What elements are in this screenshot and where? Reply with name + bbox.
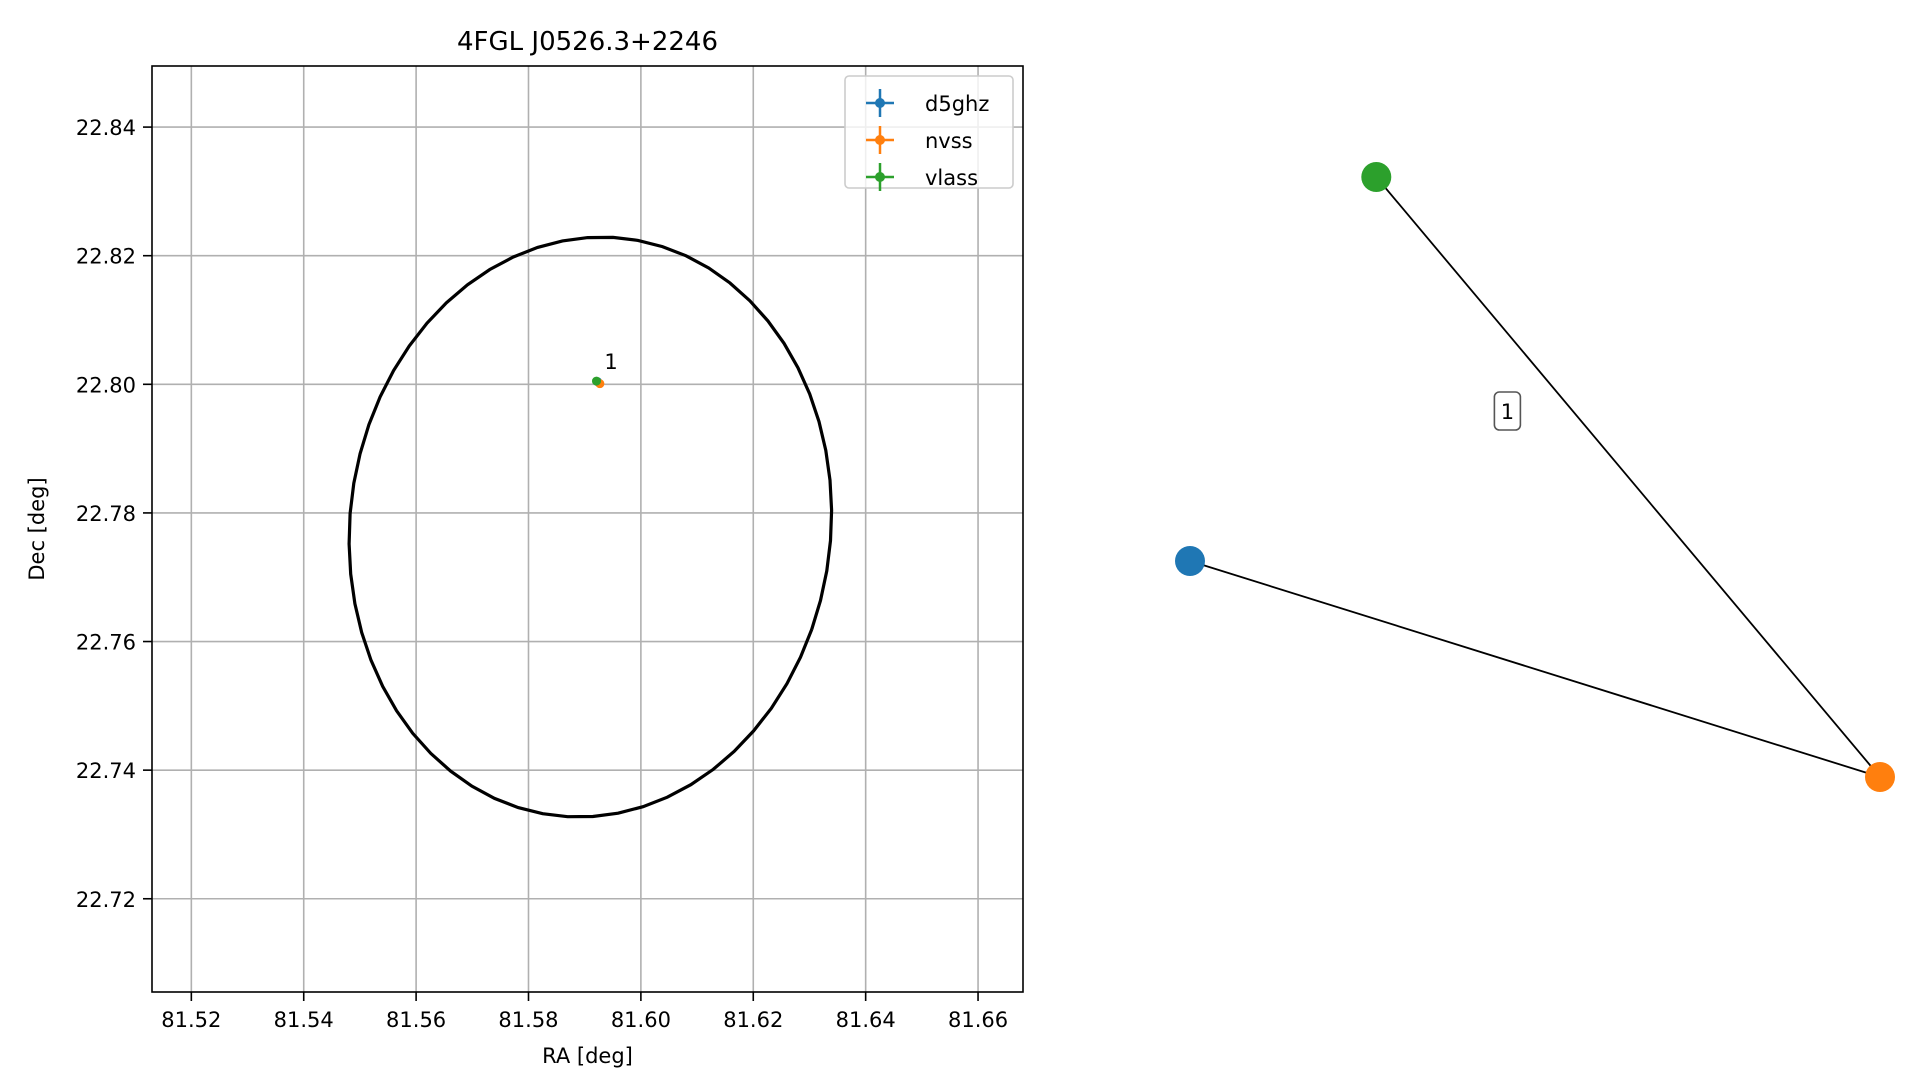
- grid-lines: [152, 66, 1023, 992]
- x-tick-label: 81.54: [274, 1008, 334, 1032]
- x-tick-label: 81.66: [948, 1008, 1008, 1032]
- legend-label-nvss: nvss: [925, 129, 973, 153]
- match-annotations: 1: [604, 350, 617, 374]
- y-tick-label: 22.84: [76, 116, 136, 140]
- legend-marker: [875, 172, 885, 182]
- network-node-d5ghz: [1175, 546, 1205, 576]
- chart-title: 4FGL J0526.3+2246: [457, 27, 718, 57]
- legend: d5ghz nvss vlass: [844, 75, 1014, 191]
- x-axis-label: RA [deg]: [542, 1044, 633, 1068]
- y-tick-label: 22.74: [76, 759, 136, 783]
- network-nodes: [1175, 162, 1895, 792]
- legend-marker: [875, 98, 885, 108]
- error-ellipse: [347, 235, 834, 819]
- x-tick-label: 81.62: [723, 1008, 783, 1032]
- group-label: 1: [1501, 400, 1514, 424]
- y-tick-label: 22.82: [76, 245, 136, 269]
- x-tick-label: 81.56: [386, 1008, 446, 1032]
- network-edges: [1189, 176, 1881, 778]
- x-axis-ticks: 81.52 81.54 81.56 81.58 81.60 81.62 81.64 81.66: [161, 992, 1008, 1032]
- y-axis-label: Dec [deg]: [25, 477, 49, 580]
- y-axis-ticks: 22.72 22.74 22.76 22.78 22.80 22.82 22.84: [76, 116, 152, 912]
- y-tick-label: 22.78: [76, 502, 136, 526]
- y-tick-label: 22.72: [76, 888, 136, 912]
- match-label: 1: [604, 350, 617, 374]
- x-tick-label: 81.64: [836, 1008, 896, 1032]
- association-network: 1: [1175, 162, 1895, 792]
- y-tick-label: 22.80: [76, 373, 136, 397]
- network-edge: [1375, 176, 1881, 778]
- group-label-box: [1493, 391, 1522, 431]
- x-tick-label: 81.58: [498, 1008, 558, 1032]
- x-tick-label: 81.52: [161, 1008, 221, 1032]
- legend-marker: [875, 135, 885, 145]
- network-group-labels: 1: [1493, 391, 1522, 431]
- error-ellipse-layer: [347, 235, 834, 819]
- y-tick-label: 22.76: [76, 631, 136, 655]
- plot-frame: [151, 65, 1024, 993]
- legend-label-d5ghz: d5ghz: [925, 92, 989, 116]
- sky-position-plot: 1 81.52 81.54 81.56 81.58 81.60 81.62 81.64 81.…: [25, 27, 1024, 1068]
- source-point-vlass: [591, 376, 601, 386]
- network-node-nvss: [1865, 762, 1895, 792]
- network-node-vlass: [1361, 162, 1392, 192]
- legend-label-vlass: vlass: [925, 166, 978, 190]
- network-edge: [1189, 560, 1881, 778]
- x-tick-label: 81.60: [611, 1008, 671, 1032]
- source-points: [591, 376, 605, 389]
